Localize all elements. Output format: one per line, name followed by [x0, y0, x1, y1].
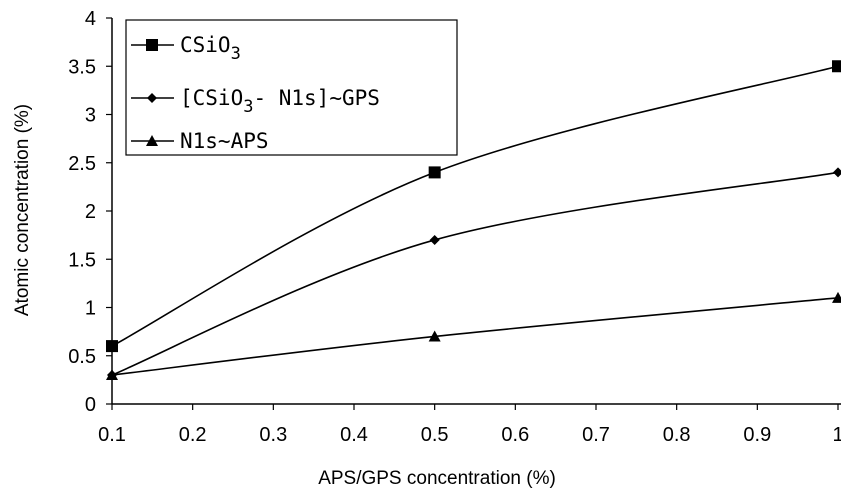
legend: CSiO3 [CSiO3- N1s]~GPS N1s~APS [125, 19, 458, 156]
x-tick-label: 1 [832, 424, 841, 446]
data-point-triangle [428, 330, 441, 342]
y-tick-label: 1.5 [68, 249, 96, 271]
x-tick-label: 0.3 [259, 424, 287, 446]
x-tick-label: 0.9 [743, 424, 771, 446]
data-point-diamond [429, 234, 440, 245]
series-line [111, 297, 839, 376]
axes: 0 0.5 1 1.5 2 2.5 3 3.5 4 0.1 0.2 0.3 0.4 0.5 0.6 0.7 0.… [68, 8, 841, 446]
legend-item: [CSiO3- N1s]~GPS [131, 86, 380, 117]
legend-label: N1s~APS [180, 129, 269, 153]
data-point-square [428, 166, 441, 179]
y-tick-label: 4 [85, 8, 96, 30]
x-axis-label: APS/GPS concentration (%) [318, 468, 556, 489]
x-tick-label: 0.2 [179, 424, 207, 446]
series-group [106, 60, 841, 381]
x-tick-label: 0.4 [340, 424, 368, 446]
x-tick-label: 0.7 [582, 424, 610, 446]
legend-marker-square [146, 39, 158, 51]
y-tick-label: 1 [85, 298, 96, 320]
legend-label: CSiO3 [180, 33, 241, 64]
data-point-square [832, 60, 841, 73]
y-tick-label: 0.5 [68, 346, 96, 368]
legend-marker-diamond [147, 93, 157, 103]
y-tick-label: 3 [85, 105, 96, 127]
y-tick-label: 2.5 [68, 153, 96, 175]
data-point-diamond [833, 167, 841, 178]
series-3 [106, 291, 841, 381]
data-point-triangle [106, 369, 118, 381]
data-point-square [106, 340, 118, 353]
x-tick-label: 0.5 [421, 424, 449, 446]
y-tick-label: 3.5 [68, 56, 96, 78]
series-2 [107, 167, 841, 381]
y-tick-label: 0 [85, 394, 96, 416]
data-point-triangle [832, 291, 841, 303]
legend-item: N1s~APS [131, 129, 269, 153]
y-axis-label: Atomic concentration (%) [12, 104, 33, 316]
legend-marker-triangle [146, 135, 158, 146]
x-tick-label: 0.8 [663, 424, 691, 446]
legend-box [125, 19, 458, 156]
series-line [111, 171, 839, 376]
legend-item: CSiO3 [131, 33, 241, 64]
x-tick-label: 0.1 [98, 424, 126, 446]
x-tick-label: 0.6 [501, 424, 529, 446]
legend-label: [CSiO3- N1s]~GPS [180, 86, 380, 117]
series-1 [106, 60, 841, 353]
y-tick-label: 2 [85, 201, 96, 223]
